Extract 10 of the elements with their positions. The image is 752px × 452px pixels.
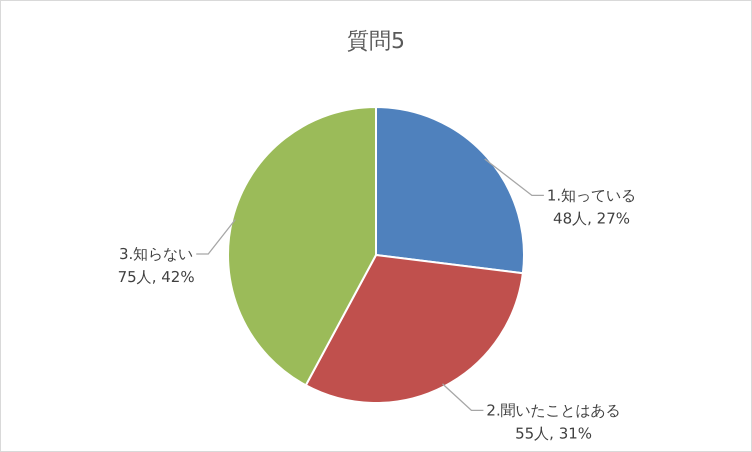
pie-slice (375, 106, 525, 274)
slice-label: 3.知らない (118, 245, 194, 264)
data-label: 48人, 27% (553, 209, 630, 228)
data-label: 55人, 31% (515, 424, 592, 442)
pie-slice (304, 254, 524, 404)
chart-title: 質問5 (347, 29, 405, 54)
slice-label: 2.聞いたことはある (486, 401, 621, 420)
pie-slice (227, 106, 377, 386)
data-label: 75人, 42% (118, 268, 195, 286)
slice-label: 1.知っている (546, 186, 636, 204)
